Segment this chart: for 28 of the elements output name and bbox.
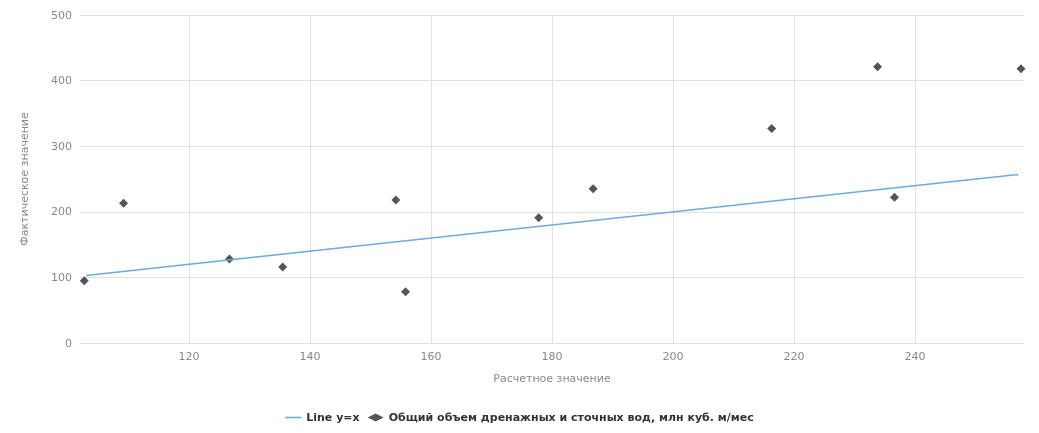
y-tick-label: 100: [51, 270, 72, 284]
y-tick-label: 0: [65, 336, 72, 350]
point: [391, 195, 401, 205]
point: [79, 276, 89, 286]
point: [588, 184, 598, 194]
point: [401, 287, 411, 297]
point: [278, 262, 288, 272]
legend-label: Line y=x: [306, 411, 360, 424]
point: [1016, 64, 1026, 74]
point: [534, 213, 544, 223]
x-tick-label: 240: [904, 350, 926, 363]
x-axis-title: Расчетное значение: [493, 372, 611, 385]
y-tick-label: 500: [51, 8, 72, 22]
legend-label: Общий объем дренажных и сточных вод, млн куб. м/мес: [388, 411, 754, 424]
x-tick-label: 160: [420, 350, 442, 363]
y-tick-label: 400: [51, 74, 72, 88]
point: [119, 198, 129, 208]
x-tick-label: 180: [541, 350, 563, 363]
y-tick-label: 300: [51, 139, 72, 153]
point: [873, 62, 883, 72]
x-tick-label: 200: [662, 350, 684, 363]
x-tick-label: 140: [299, 350, 321, 363]
y-tick-label: 200: [51, 205, 72, 219]
point: [890, 192, 899, 202]
point: [767, 123, 777, 133]
x-tick-label: 220: [783, 350, 805, 363]
x-tick-label: 120: [178, 350, 200, 363]
y-axis-title: Фактическое значение: [18, 112, 31, 246]
